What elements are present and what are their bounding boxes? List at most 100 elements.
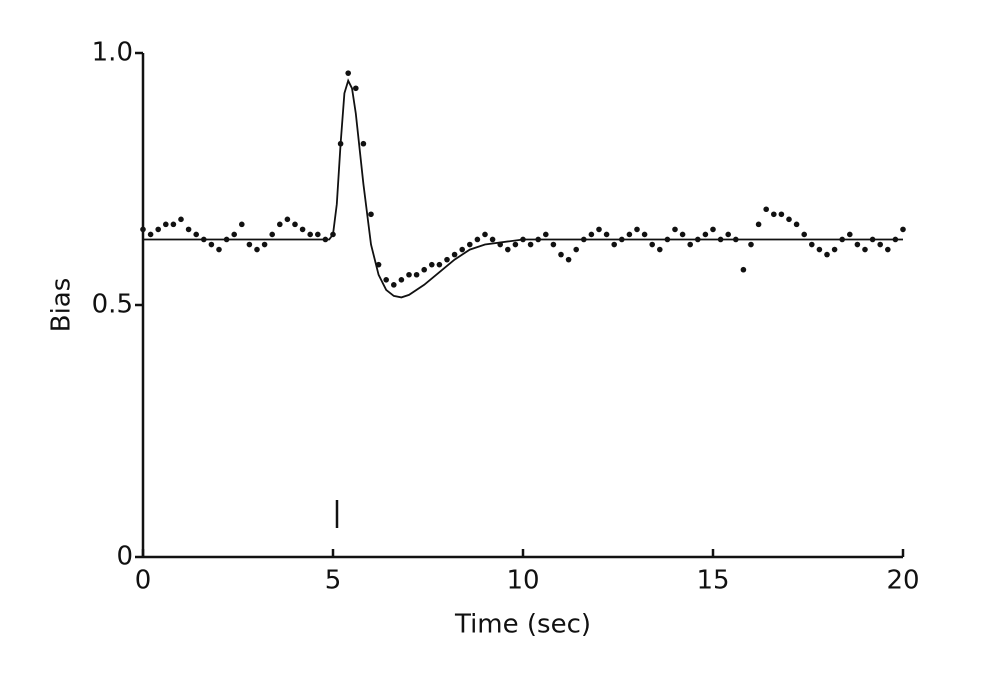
y-tick-label: 0 xyxy=(116,542,133,572)
data-point xyxy=(429,261,435,268)
data-point xyxy=(277,221,283,228)
data-point xyxy=(185,226,192,233)
data-point xyxy=(520,236,526,243)
data-point xyxy=(155,226,161,233)
data-point xyxy=(421,266,428,273)
data-point xyxy=(816,246,823,253)
data-point xyxy=(634,226,640,233)
data-point xyxy=(877,241,883,248)
data-point xyxy=(900,226,906,233)
data-point xyxy=(550,241,557,248)
data-point xyxy=(725,231,731,238)
x-axis-label: Time (sec) xyxy=(454,610,591,640)
data-point xyxy=(824,251,830,258)
data-point xyxy=(163,221,169,228)
data-point xyxy=(763,206,769,213)
data-point xyxy=(543,231,549,238)
data-point xyxy=(140,226,146,233)
data-point xyxy=(284,216,291,223)
data-point xyxy=(330,231,336,238)
data-point xyxy=(611,241,617,248)
data-point xyxy=(596,226,602,233)
data-point xyxy=(588,231,595,238)
data-point xyxy=(679,231,686,238)
data-point xyxy=(223,236,230,243)
data-point xyxy=(208,241,215,248)
data-point xyxy=(178,216,184,223)
data-point xyxy=(398,277,405,283)
data-point xyxy=(854,241,861,248)
data-point xyxy=(482,231,488,238)
data-point xyxy=(337,140,344,147)
data-point xyxy=(505,246,511,253)
data-point xyxy=(436,261,443,268)
data-point xyxy=(246,241,253,248)
data-point xyxy=(565,256,572,263)
data-point xyxy=(717,236,724,243)
x-tick-label: 15 xyxy=(696,566,729,596)
data-point xyxy=(839,236,845,243)
data-point xyxy=(261,241,268,248)
y-tick-label: 1.0 xyxy=(92,38,133,68)
data-point xyxy=(869,236,876,243)
data-point xyxy=(695,236,701,243)
data-point xyxy=(527,241,534,248)
x-tick-label: 20 xyxy=(886,566,919,596)
data-point xyxy=(801,231,807,238)
data-point xyxy=(360,140,367,147)
data-point xyxy=(269,231,276,238)
data-point xyxy=(299,226,306,233)
data-point xyxy=(809,241,815,248)
y-axis-label: Bias xyxy=(47,278,77,333)
data-point xyxy=(748,241,754,248)
data-point xyxy=(702,231,709,238)
data-point xyxy=(307,231,314,238)
data-point xyxy=(239,221,245,228)
data-point xyxy=(733,236,739,243)
data-point xyxy=(216,246,222,253)
x-tick-label: 0 xyxy=(135,566,152,596)
data-point xyxy=(786,216,792,223)
data-point xyxy=(147,231,154,238)
data-point xyxy=(231,231,237,238)
data-point xyxy=(170,221,177,228)
data-point xyxy=(315,231,321,238)
data-point xyxy=(862,246,868,253)
data-point xyxy=(755,221,762,228)
data-point xyxy=(353,85,359,92)
data-point xyxy=(771,211,777,218)
data-point xyxy=(740,266,747,273)
data-point xyxy=(672,226,678,233)
data-point xyxy=(489,236,496,243)
data-point xyxy=(474,236,481,243)
data-point xyxy=(710,226,716,233)
data-point xyxy=(664,236,671,243)
data-point xyxy=(793,221,800,228)
data-point xyxy=(292,221,298,228)
data-point xyxy=(451,251,458,258)
data-point xyxy=(497,241,504,248)
fit-line xyxy=(143,78,903,299)
data-point xyxy=(375,261,382,268)
data-point xyxy=(892,236,899,243)
data-point xyxy=(687,241,693,248)
data-point xyxy=(657,246,663,253)
data-point xyxy=(444,256,450,263)
data-point xyxy=(368,211,374,218)
data-point xyxy=(193,231,199,238)
data-point xyxy=(406,271,412,278)
data-point xyxy=(641,231,648,238)
data-point xyxy=(467,241,473,248)
data-point xyxy=(649,241,655,248)
data-point xyxy=(847,231,853,238)
data-point xyxy=(558,251,564,258)
data-point xyxy=(831,246,838,253)
data-point xyxy=(201,236,207,243)
data-point xyxy=(885,246,891,253)
data-point xyxy=(619,236,625,243)
data-point xyxy=(512,241,519,248)
data-point xyxy=(383,277,390,283)
data-point xyxy=(573,246,579,253)
data-point xyxy=(391,282,397,288)
